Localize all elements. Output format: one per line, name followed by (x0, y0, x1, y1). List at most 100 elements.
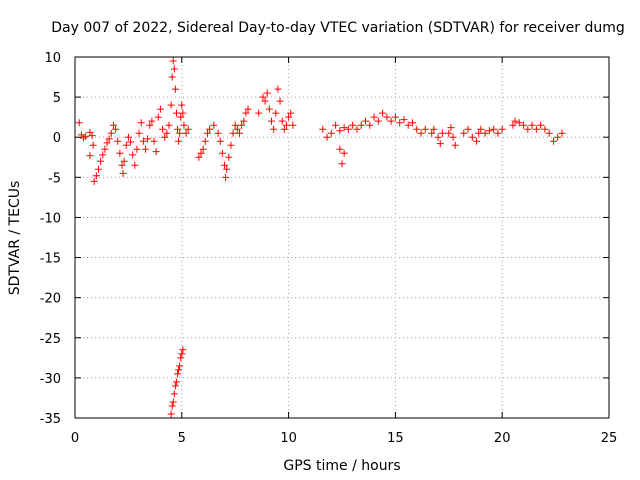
data-point (498, 125, 506, 133)
data-point (344, 125, 352, 133)
x-axis-label: GPS time / hours (283, 458, 400, 474)
data-point (144, 135, 152, 143)
data-point (445, 129, 453, 137)
data-point (336, 127, 344, 135)
data-point (259, 93, 267, 101)
data-point (349, 121, 357, 129)
data-point (282, 121, 290, 129)
data-point (175, 137, 183, 145)
data-point (171, 85, 179, 93)
data-point (105, 135, 113, 143)
data-point (396, 119, 404, 127)
data-point (169, 398, 177, 406)
data-point (103, 139, 111, 147)
data-point (481, 129, 489, 137)
data-point (174, 370, 182, 378)
data-point (532, 125, 540, 133)
x-tick-label: 25 (601, 431, 618, 446)
data-point (223, 165, 231, 173)
data-point (167, 101, 175, 109)
data-point (379, 109, 387, 117)
data-point (265, 105, 273, 113)
data-point (374, 117, 382, 125)
data-point (511, 117, 519, 125)
data-point (120, 157, 128, 165)
data-point (485, 127, 493, 135)
data-point (195, 153, 203, 161)
data-point (154, 113, 162, 121)
data-point (172, 378, 180, 386)
data-point (214, 129, 222, 137)
y-axis-label: SDTVAR / TECUs (7, 181, 23, 296)
data-point (537, 121, 545, 129)
data-point (509, 121, 517, 129)
data-point (124, 133, 132, 141)
data-point (94, 165, 102, 173)
plot-frame (74, 56, 610, 419)
data-point (131, 161, 139, 169)
data-point (92, 172, 100, 180)
data-point (242, 109, 250, 117)
data-point (169, 57, 177, 65)
x-tick-labels: 0 5 10 15 20 25 (71, 431, 617, 446)
data-point (107, 129, 115, 137)
data-point (524, 125, 532, 133)
data-point (150, 137, 158, 145)
data-point (165, 121, 173, 129)
y-tick-label: -25 (40, 332, 61, 347)
data-point (148, 117, 156, 125)
data-point (221, 161, 229, 169)
data-point (338, 160, 346, 168)
data-point (137, 119, 145, 127)
data-point (146, 121, 154, 129)
data-point (168, 402, 176, 410)
data-point (400, 116, 408, 124)
data-point (545, 129, 553, 137)
data-point (167, 410, 175, 418)
data-point (473, 137, 481, 145)
data-point (218, 149, 226, 157)
data-point (421, 125, 429, 133)
data-point (109, 121, 117, 129)
y-tick-label: -10 (40, 211, 61, 226)
data-point (413, 125, 421, 133)
data-point (528, 121, 536, 129)
data-point (182, 129, 190, 137)
data-point (261, 97, 269, 105)
data-point (323, 133, 331, 141)
data-point (515, 119, 523, 127)
data-point (287, 109, 295, 117)
grid-lines (75, 57, 609, 418)
data-point (460, 129, 468, 137)
data-point (391, 113, 399, 121)
data-point (408, 119, 416, 127)
data-point (270, 125, 278, 133)
data-point (449, 133, 457, 141)
y-tick-label: 10 (44, 51, 61, 66)
data-point (171, 382, 179, 390)
data-point (366, 121, 374, 129)
x-tick-label: 0 (71, 431, 79, 446)
data-point (114, 137, 122, 145)
data-point (438, 129, 446, 137)
data-point (278, 117, 286, 125)
data-points (75, 57, 566, 418)
data-point (238, 121, 246, 129)
data-point (174, 125, 182, 133)
data-point (361, 117, 369, 125)
data-point (428, 129, 436, 137)
data-point (216, 137, 224, 145)
y-tick-label: 5 (53, 91, 61, 106)
data-point (340, 149, 348, 157)
data-point (340, 124, 348, 132)
data-point (464, 125, 472, 133)
data-point (179, 346, 187, 354)
data-point (276, 97, 284, 105)
data-point (112, 125, 120, 133)
data-point (274, 85, 282, 93)
data-point (255, 109, 263, 117)
data-point (229, 129, 237, 137)
data-point (97, 157, 105, 165)
data-point (86, 152, 94, 160)
